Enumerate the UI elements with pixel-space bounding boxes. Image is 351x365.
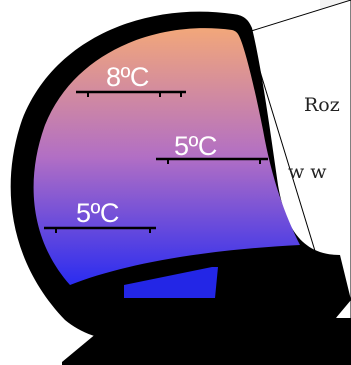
shelf-bottom [44, 226, 156, 233]
vegetable-drawer [124, 267, 218, 298]
temp-label-bottom-zone: 5ºC [76, 198, 119, 228]
temp-label-top-zone: 8ºC [106, 62, 149, 92]
shelf-top [76, 90, 186, 97]
side-text-line-1: Roz [304, 94, 340, 116]
shelf-middle [156, 157, 268, 164]
temp-label-middle-zone: 5ºC [174, 131, 217, 161]
side-text-line-2: w w [288, 161, 327, 183]
